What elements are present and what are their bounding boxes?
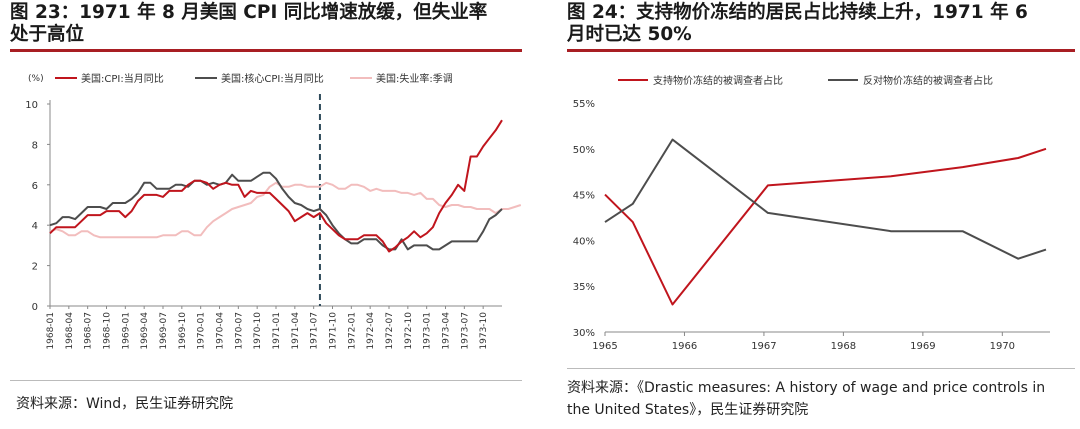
legend-label-0: 美国:CPI:当月同比	[81, 72, 164, 85]
left-source: 资料来源：Wind，民生证券研究院	[16, 396, 234, 412]
y-tick-label: 40%	[573, 236, 595, 247]
y-tick-label: 8	[32, 140, 38, 151]
right-bottom-rule	[567, 368, 1075, 369]
x-tick-label: 1972-01	[347, 312, 357, 350]
y-tick-label: 6	[32, 181, 38, 192]
y-unit-label: (%)	[28, 74, 44, 84]
x-tick-label: 1971-04	[291, 312, 301, 350]
x-tick-label: 1970-10	[253, 312, 263, 350]
right-chart: 30% 35% 40% 45% 50% 55% 1965 1966 1967 1968 1969 19…	[573, 74, 1050, 352]
right-panel: 图 24：支持物价冻结的居民占比持续上升，1971 年 6 月时已达 50% 3…	[560, 0, 1080, 429]
left-panel: 图 23：1971 年 8 月美国 CPI 同比增速放缓，但失业率 处于高位 0…	[10, 2, 522, 412]
y-tick-label: 55%	[573, 99, 595, 110]
legend-label-1: 反对物价冻结的被调查者占比	[863, 74, 993, 87]
x-tick-label: 1968-07	[84, 312, 94, 350]
series-line-2	[49, 181, 522, 239]
series-line-1	[49, 171, 503, 251]
x-tick-label: 1971-10	[329, 312, 339, 350]
x-tick-label: 1968-04	[65, 312, 75, 350]
right-source-line1: 资料来源：《Drastic measures: A history of wag…	[567, 380, 1046, 396]
x-tick-label: 1972-07	[385, 312, 395, 350]
y-tick-label: 10	[25, 100, 38, 111]
y-tick-label: 45%	[573, 191, 595, 202]
x-tick-label: 1970-01	[197, 312, 207, 350]
y-tick-label: 4	[32, 221, 38, 232]
y-tick-label: 30%	[573, 328, 595, 339]
right-source-line2: the United States》，民生证券研究院	[567, 402, 809, 418]
x-tick-label: 1972-04	[366, 312, 376, 350]
left-title-line1: 图 23：1971 年 8 月美国 CPI 同比增速放缓，但失业率	[10, 2, 488, 23]
left-figure-title: 图 23：1971 年 8 月美国 CPI 同比增速放缓，但失业率 处于高位	[10, 2, 487, 46]
y-tick-label: 50%	[573, 145, 595, 156]
x-tick-label: 1966	[672, 341, 697, 352]
x-tick-label: 1968-10	[103, 312, 113, 350]
x-tick-label: 1969-01	[121, 312, 131, 350]
legend-label-0: 支持物价冻结的被调查者占比	[653, 74, 783, 87]
x-tick-label: 1969	[910, 341, 935, 352]
x-tick-label: 1967	[751, 341, 776, 352]
series-line-0	[604, 147, 1047, 306]
x-tick-label: 1968-01	[46, 312, 56, 350]
x-tick-label: 1968	[831, 341, 856, 352]
x-tick-label: 1973-04	[442, 312, 452, 350]
x-tick-label: 1970-04	[216, 312, 226, 350]
left-bottom-rule	[10, 380, 522, 381]
legend-label-2: 美国:失业率:季调	[376, 72, 453, 85]
x-tick-label: 1970	[990, 341, 1015, 352]
x-tick-label: 1965	[592, 341, 617, 352]
x-tick-label: 1973-10	[479, 312, 489, 350]
legend-label-1: 美国:核心CPI:当月同比	[221, 72, 324, 85]
left-chart: 0 2 4 6 8 10 (%) 1968-01 1968-04 1968-07 1968-10 19…	[25, 72, 522, 350]
x-tick-label: 1972-10	[404, 312, 414, 350]
series-line-1	[604, 138, 1047, 260]
right-title-line1: 图 24：支持物价冻结的居民占比持续上升，1971 年 6	[567, 2, 1028, 23]
x-tick-label: 1973-07	[460, 312, 470, 350]
series-line-0	[49, 119, 503, 253]
x-tick-label: 1971-01	[272, 312, 282, 350]
right-title-line2: 月时已达 50%	[567, 24, 692, 45]
x-tick-label: 1969-04	[140, 312, 150, 350]
right-figure-title: 图 24：支持物价冻结的居民占比持续上升，1971 年 6 月时已达 50%	[567, 2, 1028, 46]
left-title-rule	[10, 49, 522, 52]
y-tick-label: 0	[32, 302, 38, 313]
y-tick-label: 35%	[573, 282, 595, 293]
x-tick-label: 1969-10	[178, 312, 188, 350]
y-tick-label: 2	[32, 262, 38, 273]
x-tick-label: 1969-07	[159, 312, 169, 350]
x-tick-label: 1971-07	[310, 312, 320, 350]
x-tick-label: 1970-07	[234, 312, 244, 350]
right-title-rule	[567, 49, 1075, 52]
right-source: 资料来源：《Drastic measures: A history of wag…	[567, 377, 1077, 421]
x-tick-label: 1973-01	[423, 312, 433, 350]
left-title-line2: 处于高位	[10, 24, 85, 45]
